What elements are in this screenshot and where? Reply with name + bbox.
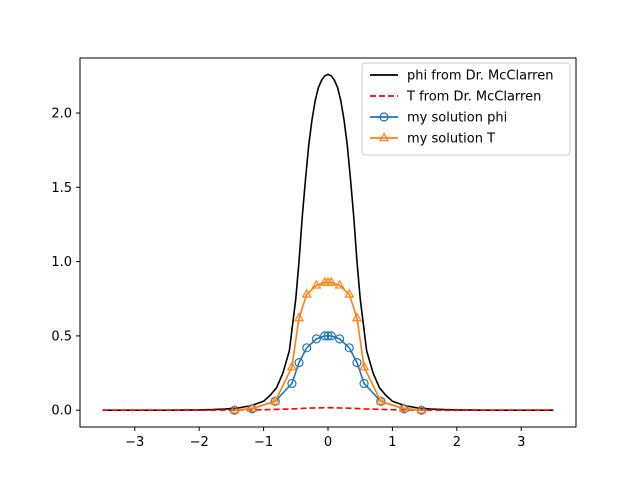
y-tick-label: 2.0 xyxy=(51,106,72,121)
series-3-point xyxy=(246,402,258,413)
series-3-point xyxy=(398,402,410,413)
series-line-1 xyxy=(102,406,554,412)
series-3-point xyxy=(229,404,240,414)
y-tick-label: 0.5 xyxy=(51,329,72,344)
series-line-0 xyxy=(102,73,554,412)
series-2-point xyxy=(287,378,297,389)
y-tick-label: 0.0 xyxy=(51,404,72,419)
x-tick-label: −2 xyxy=(190,435,209,450)
series-3-point xyxy=(293,312,305,322)
series-group xyxy=(102,73,554,415)
series-3-point xyxy=(375,395,386,405)
legend-box xyxy=(361,62,571,156)
series-2-point xyxy=(294,358,304,368)
series-2-point xyxy=(320,331,330,341)
legend-label-1: T from Dr. McClarren xyxy=(406,90,541,105)
x-tick-label: 2 xyxy=(453,435,461,450)
series-2-point xyxy=(352,358,362,368)
legend-label-2: my solution phi xyxy=(407,111,507,126)
x-tick-label: −1 xyxy=(254,435,273,450)
series-3-point xyxy=(416,404,427,414)
series-3-point xyxy=(358,361,370,371)
series-3-point xyxy=(270,395,281,405)
series-3-point xyxy=(334,279,345,289)
series-3-point xyxy=(326,276,337,286)
series-2-point xyxy=(302,343,312,353)
x-tick-label: 0 xyxy=(324,435,332,450)
y-tick-label: 1.5 xyxy=(51,181,72,196)
legend-marker-3 xyxy=(378,132,390,142)
series-2-point xyxy=(311,334,322,344)
y-tick-label: 1.0 xyxy=(51,255,72,270)
legend-label-0: phi from Dr. McClarren xyxy=(407,69,553,84)
x-tick-label: −3 xyxy=(125,435,144,450)
legend-label-3: my solution T xyxy=(407,132,495,147)
series-line-3 xyxy=(234,281,422,412)
x-tick-label: 3 xyxy=(517,435,525,450)
legend: phi from Dr. McClarren T from Dr. McClarr… xyxy=(361,62,571,156)
series-3-point xyxy=(301,288,312,298)
axes: −3 −2 −1 0 1 2 3 0.0 0.5 1.0 1.5 2.0 xyxy=(51,57,577,450)
series-2-point xyxy=(323,331,333,341)
series-2-point xyxy=(344,343,354,353)
series-3-point xyxy=(344,288,355,298)
series-line-2 xyxy=(234,335,422,412)
series-2-point xyxy=(359,378,369,389)
series-3-point xyxy=(351,312,363,322)
legend-marker-2 xyxy=(379,112,389,122)
series-3-point xyxy=(286,361,298,371)
x-tick-label: 1 xyxy=(388,435,396,450)
series-2-point xyxy=(334,334,345,344)
plot-area xyxy=(102,73,554,415)
series-3-point xyxy=(311,279,322,289)
series-2-point xyxy=(326,331,336,341)
